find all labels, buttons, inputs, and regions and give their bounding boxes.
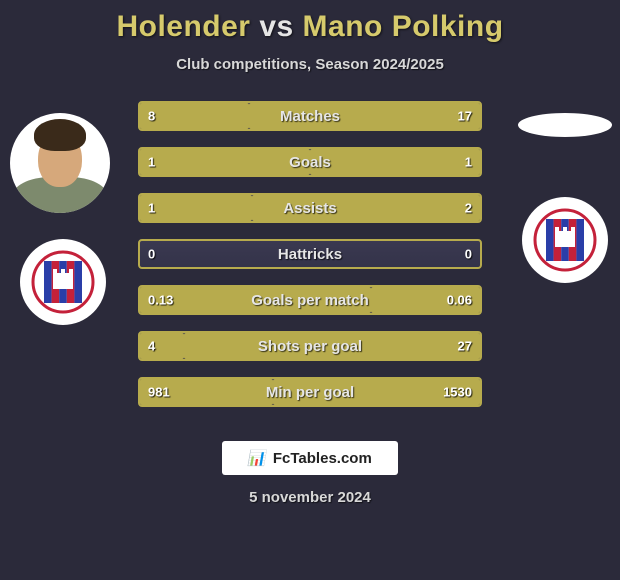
- stat-label: Goals: [289, 154, 331, 171]
- stat-row: 8 Matches 17: [138, 101, 482, 131]
- stat-value-left: 981: [148, 385, 170, 400]
- stat-fill-left: [140, 149, 310, 175]
- stat-value-right: 1: [465, 155, 472, 170]
- stat-value-right: 17: [458, 109, 472, 124]
- subtitle: Club competitions, Season 2024/2025: [0, 56, 620, 73]
- stat-value-left: 8: [148, 109, 155, 124]
- stat-fill-left: [140, 103, 249, 129]
- stat-value-right: 27: [458, 339, 472, 354]
- stat-row: 1 Assists 2: [138, 193, 482, 223]
- stat-label: Matches: [280, 108, 340, 125]
- stat-value-left: 1: [148, 201, 155, 216]
- stat-value-left: 0.13: [148, 293, 173, 308]
- brand-badge[interactable]: 📊 FcTables.com: [222, 441, 398, 475]
- stat-label: Shots per goal: [258, 338, 362, 355]
- player1-avatar: [10, 113, 110, 213]
- page-title: Holender vs Mano Polking: [0, 0, 620, 44]
- stat-value-right: 0.06: [447, 293, 472, 308]
- comparison-stage: 8 Matches 17 1 Goals 1 1 Assists 2 0 Hat…: [0, 97, 620, 427]
- brand-text: FcTables.com: [273, 450, 372, 467]
- stat-value-right: 1530: [443, 385, 472, 400]
- club-badge-icon: [533, 208, 597, 272]
- stat-row: 0.13 Goals per match 0.06: [138, 285, 482, 315]
- stat-row: 0 Hattricks 0: [138, 239, 482, 269]
- footer-date: 5 november 2024: [0, 489, 620, 506]
- stat-row: 981 Min per goal 1530: [138, 377, 482, 407]
- player1-name: Holender: [116, 10, 250, 43]
- stat-value-left: 4: [148, 339, 155, 354]
- stat-row: 4 Shots per goal 27: [138, 331, 482, 361]
- player1-club-badge: [20, 239, 106, 325]
- brand-logo-icon: 📊: [247, 449, 269, 467]
- player2-name: Mano Polking: [303, 10, 504, 43]
- club-badge-icon: [31, 250, 95, 314]
- stat-value-right: 2: [465, 201, 472, 216]
- stat-fill-left: [140, 195, 252, 221]
- stat-fill-right: [310, 149, 480, 175]
- stat-label: Goals per match: [251, 292, 369, 309]
- player2-club-badge: [522, 197, 608, 283]
- stat-label: Assists: [283, 200, 336, 217]
- stat-row: 1 Goals 1: [138, 147, 482, 177]
- stat-label: Min per goal: [266, 384, 354, 401]
- stat-value-left: 0: [148, 247, 155, 262]
- stat-rows: 8 Matches 17 1 Goals 1 1 Assists 2 0 Hat…: [138, 101, 482, 423]
- stat-value-left: 1: [148, 155, 155, 170]
- vs-text: vs: [259, 10, 293, 43]
- player2-placeholder: [518, 113, 612, 137]
- stat-label: Hattricks: [278, 246, 342, 263]
- stat-value-right: 0: [465, 247, 472, 262]
- stat-fill-left: [140, 333, 184, 359]
